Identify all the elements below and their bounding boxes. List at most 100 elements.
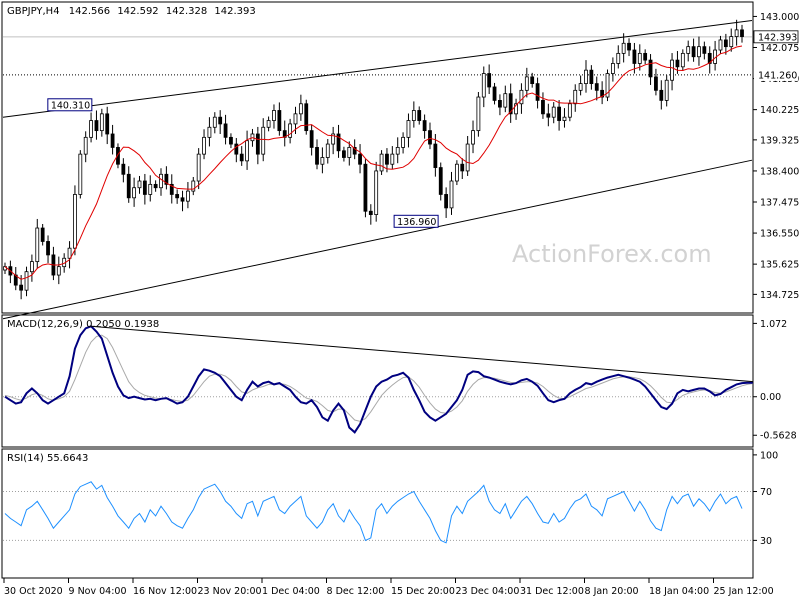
candle-down (417, 110, 422, 121)
candle-up (186, 190, 190, 202)
macd-axis-label: 0.00 (760, 392, 781, 403)
x-axis: 30 Oct 2020 9 Nov 04:00 16 Nov 12:00 23 Nov… (3, 578, 774, 597)
rsi-axis-label: 100 (760, 450, 778, 461)
candle-down (239, 153, 244, 162)
price-pane-title: GBPJPY,H4 142.566 142.592 142.328 142.39… (7, 6, 256, 17)
candle-down (428, 130, 432, 145)
candle-up (567, 103, 572, 118)
price-pane-frame (1, 1, 754, 314)
candle-down (126, 173, 131, 199)
candle-up (465, 143, 470, 172)
price-axis-label: 138.400 (760, 166, 799, 177)
candle-up (481, 73, 486, 98)
candle-down (105, 113, 110, 135)
current-price-box (753, 30, 799, 44)
ohlc-close: 142.393 (214, 6, 255, 17)
price-axis-label: 140.225 (760, 105, 799, 116)
candle-down (153, 183, 158, 189)
candle-up (718, 39, 723, 51)
candle-down (530, 76, 535, 85)
candle-down (632, 49, 637, 64)
price-axis-label: 143.000 (760, 12, 799, 23)
candle-up (686, 46, 691, 54)
candle-down (304, 103, 309, 132)
candle-up (670, 59, 674, 81)
candle-up (347, 147, 352, 158)
candle-up (551, 106, 556, 118)
candle-down (110, 133, 115, 148)
x-axis-label: 9 Nov 04:00 (69, 586, 127, 597)
rsi-pane-frame (1, 448, 754, 579)
macd-pane-frame (1, 314, 754, 448)
candle-up (83, 136, 88, 155)
candle-up (395, 147, 400, 155)
price-axis-label: 139.325 (760, 135, 799, 146)
candle-up (573, 89, 578, 105)
candle-down (121, 163, 126, 175)
candle-up (202, 136, 206, 155)
candle-up (56, 266, 61, 276)
candle-up (78, 153, 83, 195)
annotation-label: 140.310 (51, 100, 90, 111)
candle-down (385, 153, 389, 165)
macd-pane: 1.072 0.00 -0.5628 (3, 319, 797, 442)
candle-down (460, 163, 465, 172)
candle-up (621, 42, 626, 54)
annotation-box (393, 214, 439, 228)
candle-up (272, 110, 276, 121)
price-axis-label: 135.625 (760, 260, 799, 271)
candle-down (352, 147, 357, 155)
candle-down (600, 89, 605, 98)
rsi-pane: 100 70 30 (3, 450, 778, 547)
candle-down (433, 143, 438, 168)
candle-down (363, 163, 368, 212)
rsi-axis-label: 30 (760, 536, 772, 547)
price-axis-label: 137.475 (760, 198, 799, 209)
rsi-pane-title: RSI(14) 55.6643 (7, 453, 88, 464)
macd-axis-label: -0.5628 (760, 431, 797, 442)
candle-down (498, 100, 502, 108)
candle-up (610, 63, 615, 74)
price-axis-label: 136.550 (760, 229, 799, 240)
candle-up (616, 52, 621, 64)
candle-up (196, 153, 201, 182)
candle-up (67, 247, 72, 259)
candle-up (191, 180, 196, 192)
candle-up (320, 157, 325, 165)
candle-up (584, 69, 588, 85)
rsi-line (4, 481, 743, 544)
candle-up (449, 180, 454, 209)
candle-up (476, 96, 481, 132)
candle-down (164, 173, 169, 185)
candle-up (401, 136, 405, 148)
candle-down (589, 69, 594, 85)
candle-down (218, 116, 223, 125)
candle-up (29, 261, 34, 273)
macd-axis-label: 1.072 (760, 319, 787, 330)
x-axis-label: 18 Jan 04:00 (649, 586, 709, 597)
candle-down (40, 227, 45, 242)
price-symbol-label: GBPJPY,H4 (7, 6, 60, 17)
candle-up (261, 126, 266, 155)
annotation-box (47, 98, 93, 112)
macd-pane-title: MACD(12,26,9) 0.2050 0.1938 (7, 319, 159, 330)
rsi-axis-label: 70 (760, 487, 772, 498)
candle-down (702, 46, 707, 54)
candle-down (675, 59, 680, 68)
candle-up (245, 140, 249, 162)
moving-average-line (4, 45, 743, 280)
lower-channel-line (2, 159, 753, 320)
candle-down (277, 110, 282, 132)
x-axis-label: 23 Dec 04:00 (456, 586, 520, 597)
price-pane: 143.000142.075141.150140.225139.325138.4… (2, 12, 799, 320)
candle-down (175, 194, 180, 199)
candle-up (379, 153, 384, 172)
candle-down (255, 133, 260, 155)
candle-down (358, 153, 362, 165)
candle-up (325, 143, 330, 158)
candle-up (207, 126, 212, 138)
candle-down (336, 133, 341, 152)
current-price-label: 142.393 (758, 32, 797, 43)
candle-up (293, 113, 298, 125)
